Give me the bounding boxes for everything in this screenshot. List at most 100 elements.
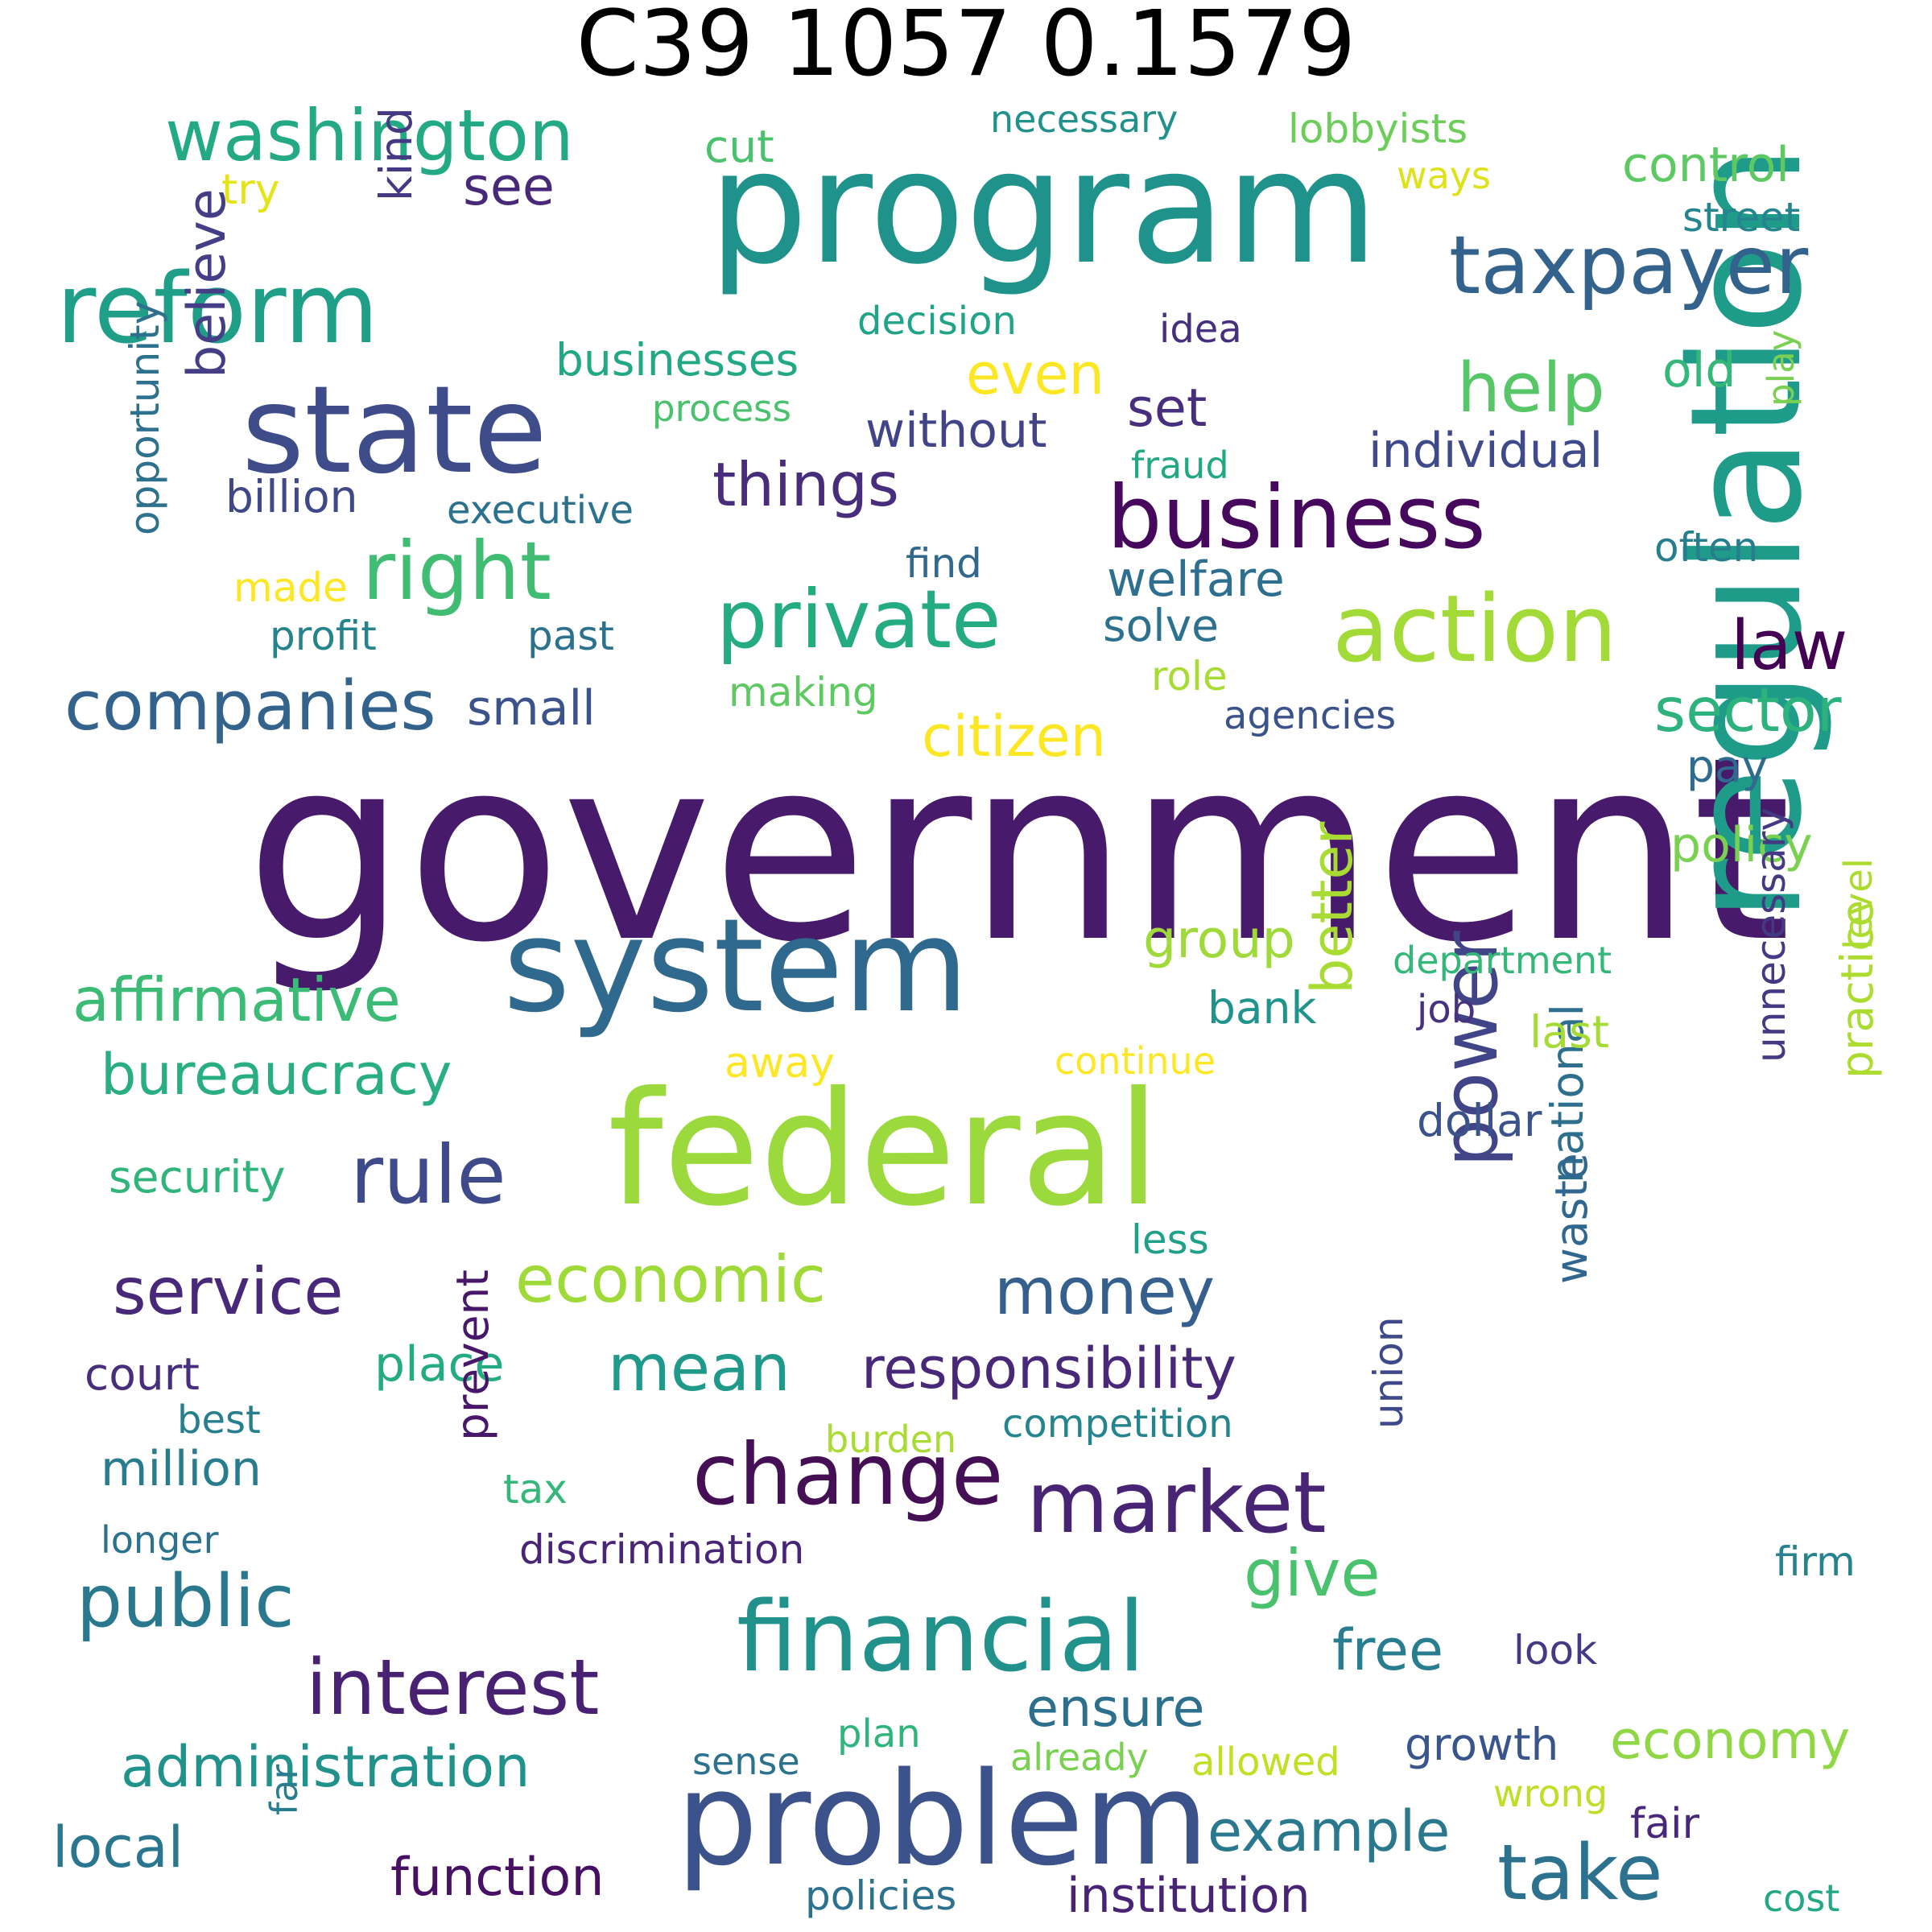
cloud-word: necessary	[990, 97, 1179, 141]
cloud-word: plan	[837, 1711, 921, 1757]
cloud-word: sector	[1654, 675, 1842, 745]
cloud-word: institution	[1067, 1868, 1311, 1924]
cloud-word: process	[652, 387, 791, 430]
cloud-word: decision	[857, 299, 1017, 344]
cloud-word: rule	[350, 1128, 506, 1222]
cloud-word: burden	[825, 1418, 957, 1461]
cloud-word: action	[1332, 576, 1617, 683]
cloud-word: less	[1131, 1216, 1209, 1263]
cloud-word: profit	[270, 613, 377, 659]
cloud-word: individual	[1368, 423, 1604, 479]
cloud-word: policy	[1670, 817, 1813, 873]
cloud-word: already	[1010, 1736, 1149, 1779]
cloud-word: role	[1151, 653, 1228, 700]
cloud-word: washington	[165, 94, 574, 177]
cloud-word: longer	[101, 1518, 219, 1562]
cloud-word: made	[233, 564, 348, 611]
cloud-word: program	[708, 116, 1379, 299]
cloud-word: union	[1365, 1316, 1412, 1429]
cloud-word: money	[994, 1254, 1216, 1329]
cloud-word: administration	[121, 1734, 530, 1800]
cloud-word: try	[221, 166, 280, 214]
cloud-word: street	[1682, 194, 1801, 241]
cloud-word: often	[1654, 524, 1759, 571]
cloud-word: security	[109, 1151, 286, 1203]
cloud-word: businesses	[555, 334, 799, 386]
cloud-word: public	[76, 1559, 295, 1644]
cloud-word: affirmative	[72, 964, 401, 1035]
cloud-word: wrong	[1493, 1772, 1608, 1815]
cloud-word: growth	[1405, 1719, 1559, 1770]
cloud-word: service	[113, 1254, 344, 1329]
cloud-word: level	[1836, 857, 1881, 950]
cloud-word: best	[177, 1397, 261, 1443]
cloud-word: example	[1208, 1798, 1451, 1864]
cloud-word: last	[1530, 1006, 1610, 1058]
cloud-word: ways	[1397, 154, 1491, 197]
cloud-word: government	[246, 704, 1792, 998]
cloud-word: interest	[306, 1644, 600, 1732]
cloud-word: change	[692, 1426, 1004, 1524]
cloud-word: private	[716, 572, 1001, 667]
cloud-word: mean	[608, 1331, 791, 1406]
cloud-word: prevent	[447, 1269, 498, 1441]
cloud-word: see	[463, 157, 555, 217]
cloud-word: fraud	[1131, 444, 1229, 487]
cloud-word: financial	[737, 1582, 1146, 1694]
cloud-word: taxpayer	[1449, 218, 1809, 312]
cloud-word: dollar	[1417, 1095, 1542, 1146]
cloud-word: control	[1622, 137, 1790, 193]
cloud-word: system	[503, 890, 969, 1041]
cloud-word: cut	[704, 121, 774, 172]
cloud-word: give	[1244, 1536, 1381, 1611]
cloud-word: believe	[177, 188, 237, 378]
cloud-word: even	[966, 341, 1104, 407]
cloud-word: problem	[676, 1744, 1210, 1894]
cloud-word: right	[362, 524, 551, 618]
cloud-word: allowed	[1191, 1740, 1340, 1785]
cloud-word: business	[1107, 468, 1486, 568]
cloud-word: place	[374, 1336, 505, 1393]
cloud-word: law	[1731, 606, 1848, 686]
cloud-word: agencies	[1224, 693, 1397, 738]
cloud-word: without	[865, 402, 1047, 459]
cloud-word: play	[1760, 329, 1802, 407]
cloud-word: sense	[692, 1740, 800, 1783]
cloud-word: group	[1143, 910, 1295, 970]
cloud-word: look	[1513, 1627, 1598, 1674]
cloud-word: small	[467, 680, 596, 737]
cloud-word: state	[242, 361, 547, 501]
cloud-word: reform	[56, 254, 379, 365]
cloud-word: million	[101, 1441, 262, 1497]
cloud-title: C39 1057 0.1579	[576, 0, 1356, 97]
cloud-word: function	[390, 1847, 605, 1908]
cloud-word: billion	[225, 471, 358, 522]
cloud-word: idea	[1159, 307, 1242, 352]
cloud-word: free	[1332, 1617, 1444, 1683]
cloud-word: better	[1299, 821, 1365, 994]
cloud-word: solve	[1103, 600, 1219, 651]
cloud-word: continue	[1055, 1039, 1216, 1083]
cloud-word: waste	[1546, 1153, 1597, 1284]
cloud-word: companies	[64, 667, 436, 746]
cloud-word: opportunity	[122, 300, 168, 535]
cloud-word: making	[729, 669, 878, 716]
cloud-word: away	[724, 1039, 836, 1088]
cloud-word: department	[1393, 939, 1612, 982]
cloud-word: unnecessary	[1748, 807, 1794, 1063]
cloud-word: things	[712, 449, 899, 520]
cloud-word: discrimination	[519, 1526, 805, 1573]
cloud-word: federal	[608, 1058, 1161, 1241]
cloud-word: competition	[1002, 1402, 1233, 1447]
cloud-word: far	[262, 1764, 306, 1815]
cloud-word: executive	[447, 488, 634, 533]
cloud-word: fair	[1630, 1800, 1699, 1848]
cloud-word: tax	[503, 1466, 568, 1513]
cloud-word: firm	[1775, 1538, 1856, 1585]
cloud-word: find	[906, 540, 982, 587]
cloud-word: old	[1662, 342, 1736, 398]
cloud-word: job	[1417, 987, 1476, 1032]
cloud-word: help	[1457, 349, 1605, 428]
